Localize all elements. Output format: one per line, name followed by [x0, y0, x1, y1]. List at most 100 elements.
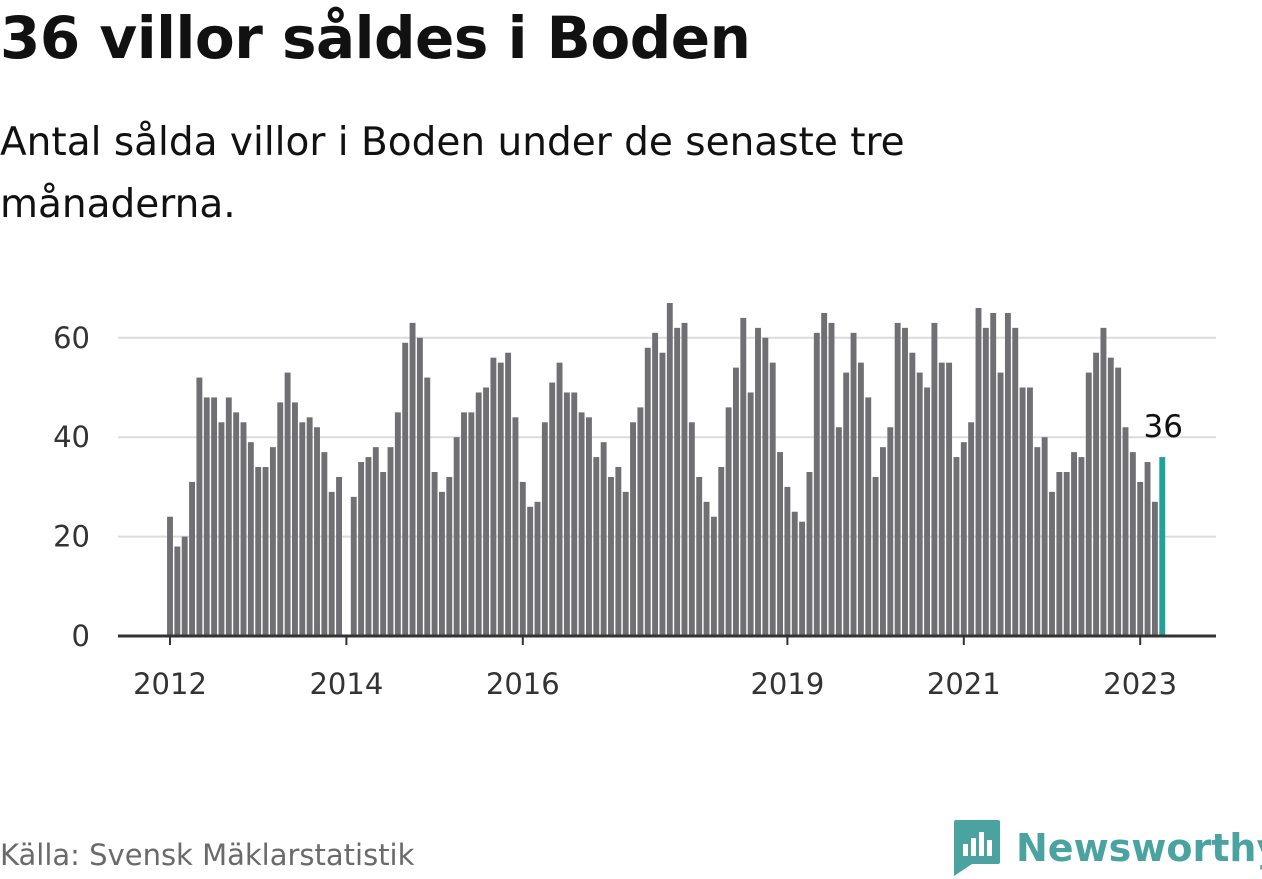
bar [299, 422, 306, 636]
bar [541, 422, 548, 636]
bar [938, 362, 945, 636]
bar [924, 387, 930, 636]
bar [490, 357, 497, 636]
y-tick-label: 40 [53, 420, 90, 454]
bar [196, 377, 203, 636]
bar [483, 387, 489, 636]
bar [953, 457, 960, 636]
x-tick-label: 2012 [133, 667, 207, 701]
bar [799, 521, 806, 636]
bar [1129, 452, 1136, 636]
tick-labels: 0 20 40 60 2012 2014 2016 2019 2021 2023 36 [53, 321, 1183, 701]
bar [336, 476, 342, 636]
bar [835, 427, 842, 636]
bars [167, 303, 1166, 636]
x-tick-label: 2023 [1103, 667, 1177, 701]
bar [703, 501, 710, 636]
bar [306, 417, 313, 636]
x-tick-label: 2014 [309, 667, 383, 701]
y-tick-label: 20 [53, 520, 90, 554]
bar-chart-logo-icon [954, 820, 1000, 876]
bar [321, 452, 328, 636]
bar [1151, 501, 1158, 636]
bar [174, 546, 181, 636]
x-axis [118, 634, 1216, 645]
bar [247, 442, 254, 636]
bar [1115, 367, 1122, 636]
bar [372, 447, 379, 636]
bar [740, 317, 747, 636]
bar [446, 476, 453, 636]
bar [622, 491, 629, 636]
bar [850, 332, 857, 636]
bar [255, 467, 262, 636]
bar [791, 511, 798, 636]
bar [181, 536, 188, 636]
bar [725, 407, 732, 636]
highlight-bar [1159, 457, 1166, 636]
bar [475, 392, 482, 636]
bar [203, 397, 210, 636]
chart-subtitle: Antal sålda villor i Boden under de sena… [0, 120, 905, 227]
bar [931, 322, 938, 636]
bar [688, 422, 695, 636]
bar [880, 447, 886, 636]
bar [284, 372, 291, 636]
bar [505, 352, 512, 636]
bar [189, 481, 195, 636]
bar [1093, 352, 1100, 636]
bar [1137, 481, 1144, 636]
bar [887, 427, 894, 636]
bar [439, 491, 445, 636]
bar [1144, 462, 1151, 636]
bar [997, 372, 1004, 636]
bar [380, 471, 387, 636]
bar [1004, 312, 1011, 636]
bar [982, 327, 989, 636]
bar [431, 471, 438, 636]
bar [681, 322, 688, 636]
bar [424, 377, 431, 636]
bar [806, 471, 813, 636]
x-tick-label: 2019 [750, 667, 824, 701]
bar [968, 422, 975, 636]
bar [556, 362, 563, 636]
x-tick-label: 2016 [486, 667, 560, 701]
bar [710, 516, 717, 636]
bar [1034, 447, 1041, 636]
bar [1027, 387, 1033, 636]
brand-logo: Newsworthy [950, 818, 1262, 878]
bar [549, 382, 556, 636]
bar [894, 322, 901, 636]
bar [497, 362, 504, 636]
bar [747, 392, 754, 636]
bar [1085, 372, 1092, 636]
bar [167, 516, 173, 636]
bar [358, 462, 365, 636]
bar [608, 476, 614, 636]
bar [409, 322, 416, 636]
bar [1012, 327, 1019, 636]
bar [696, 476, 703, 636]
bar [666, 303, 673, 636]
bar [784, 486, 791, 636]
bar [512, 417, 519, 636]
bar [718, 467, 725, 636]
bar [1078, 457, 1085, 636]
bar [218, 422, 225, 636]
bar [659, 352, 666, 636]
bar [387, 447, 394, 636]
bar [821, 312, 828, 636]
bar [211, 397, 218, 636]
bar [534, 501, 541, 636]
bar [461, 412, 467, 636]
bar [755, 327, 761, 636]
bar [828, 322, 835, 636]
bar [769, 362, 776, 636]
bar [1107, 357, 1114, 636]
chart-title: 36 villor såldes i Boden [0, 4, 751, 72]
bar [644, 347, 651, 636]
bar [652, 332, 659, 636]
y-tick-label: 60 [53, 321, 90, 355]
